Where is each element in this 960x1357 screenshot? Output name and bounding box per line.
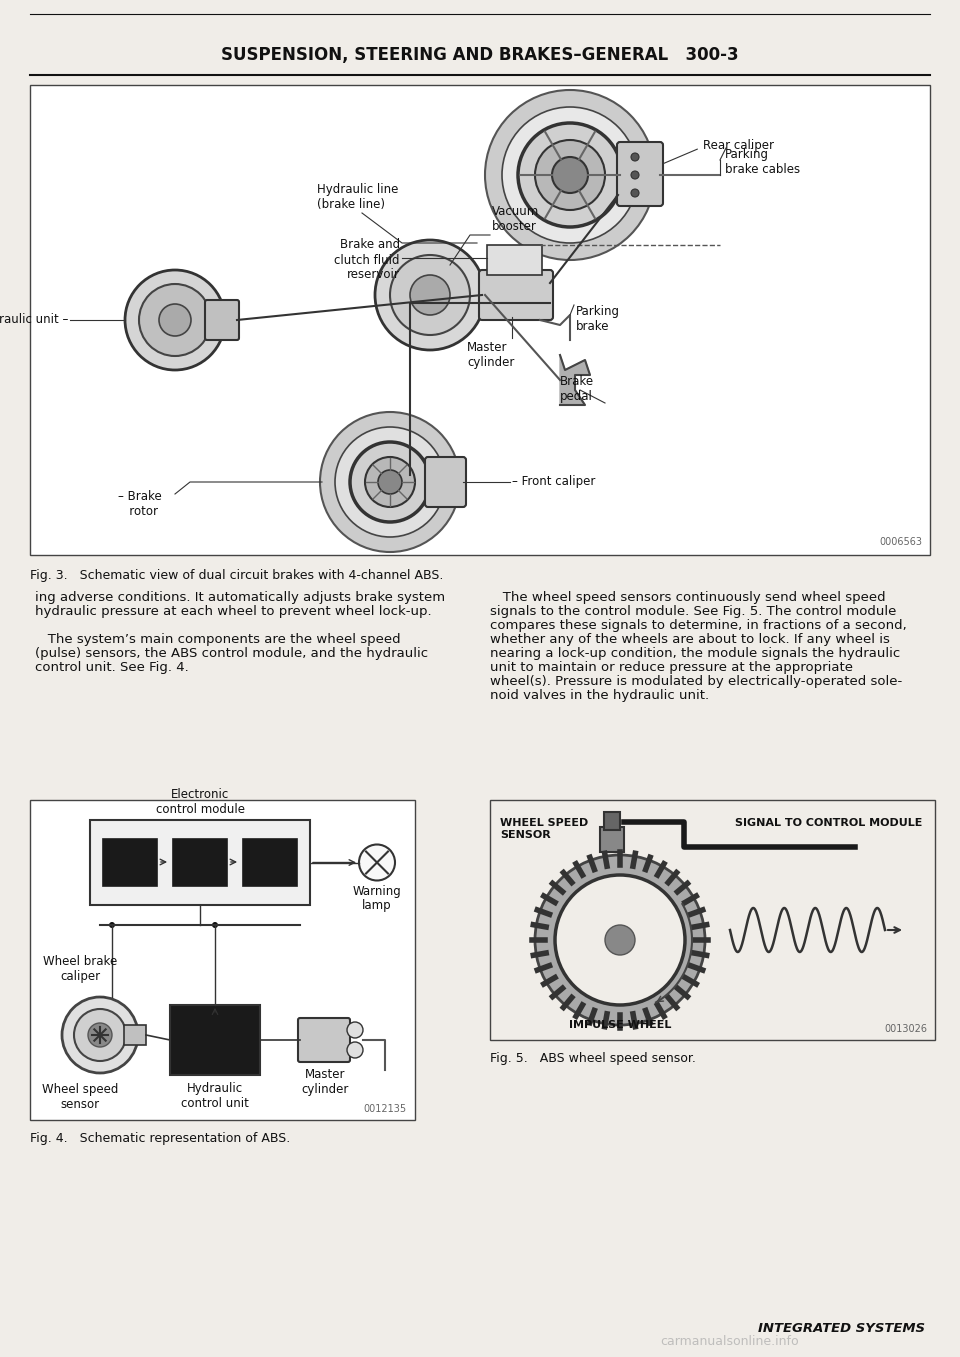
Text: Rear caliper: Rear caliper — [703, 138, 774, 152]
Text: The system’s main components are the wheel speed: The system’s main components are the whe… — [35, 632, 400, 646]
Circle shape — [335, 427, 445, 537]
Text: compares these signals to determine, in fractions of a second,: compares these signals to determine, in … — [490, 619, 907, 632]
Circle shape — [159, 304, 191, 337]
Text: Electronic
control module: Electronic control module — [156, 788, 245, 816]
Circle shape — [552, 157, 588, 193]
Bar — [490, 801, 935, 1039]
Text: Wheel brake
caliper: Wheel brake caliper — [43, 955, 117, 982]
Text: Fig. 4.   Schematic representation of ABS.: Fig. 4. Schematic representation of ABS. — [30, 1132, 290, 1145]
Text: whether any of the wheels are about to lock. If any wheel is: whether any of the wheels are about to l… — [490, 632, 890, 646]
Circle shape — [125, 270, 225, 370]
Circle shape — [631, 171, 639, 179]
Text: Hydraulic
control unit: Hydraulic control unit — [181, 1082, 249, 1110]
Circle shape — [605, 925, 635, 955]
Circle shape — [631, 189, 639, 197]
Text: (pulse) sensors, the ABS control module, and the hydraulic: (pulse) sensors, the ABS control module,… — [35, 647, 428, 660]
Text: 0013026: 0013026 — [884, 1025, 927, 1034]
Bar — [242, 839, 297, 886]
Text: 0012135: 0012135 — [364, 1105, 407, 1114]
Circle shape — [390, 255, 470, 335]
FancyBboxPatch shape — [298, 1018, 350, 1063]
Text: Brake
pedal: Brake pedal — [560, 375, 594, 403]
Text: ABS hydraulic unit –: ABS hydraulic unit – — [0, 313, 68, 327]
Bar — [30, 801, 415, 1120]
Circle shape — [88, 1023, 112, 1048]
Text: – Front caliper: – Front caliper — [512, 475, 595, 489]
Text: Brake and
clutch fluid
reservoir: Brake and clutch fluid reservoir — [334, 239, 400, 281]
Circle shape — [74, 1010, 126, 1061]
Circle shape — [139, 284, 211, 356]
Text: SUSPENSION, STEERING AND BRAKES–GENERAL   300-3: SUSPENSION, STEERING AND BRAKES–GENERAL … — [221, 46, 739, 64]
Circle shape — [555, 875, 685, 1006]
Text: SIGNAL TO CONTROL MODULE: SIGNAL TO CONTROL MODULE — [735, 818, 923, 828]
Text: 0006563: 0006563 — [879, 537, 922, 547]
Bar — [172, 839, 227, 886]
Text: Master
cylinder: Master cylinder — [467, 341, 515, 369]
Circle shape — [518, 123, 622, 227]
Text: Fig. 5.   ABS wheel speed sensor.: Fig. 5. ABS wheel speed sensor. — [490, 1052, 696, 1065]
Text: nearing a lock-up condition, the module signals the hydraulic: nearing a lock-up condition, the module … — [490, 647, 900, 660]
Circle shape — [485, 90, 655, 261]
FancyBboxPatch shape — [425, 457, 466, 508]
Circle shape — [359, 844, 395, 881]
Text: The wheel speed sensors continuously send wheel speed: The wheel speed sensors continuously sen… — [490, 592, 886, 604]
Circle shape — [410, 275, 450, 315]
Bar — [124, 1025, 146, 1045]
Circle shape — [347, 1042, 363, 1058]
Circle shape — [62, 997, 138, 1073]
Bar — [600, 826, 624, 852]
FancyBboxPatch shape — [205, 300, 239, 341]
Bar — [102, 839, 157, 886]
Circle shape — [535, 140, 605, 210]
Text: carmanualsonline.info: carmanualsonline.info — [660, 1335, 800, 1348]
Circle shape — [347, 1022, 363, 1038]
Text: signals to the control module. See Fig. 5. The control module: signals to the control module. See Fig. … — [490, 605, 897, 617]
Polygon shape — [560, 356, 590, 404]
Circle shape — [378, 470, 402, 494]
Bar — [604, 811, 620, 830]
Text: Wheel speed
sensor: Wheel speed sensor — [42, 1083, 118, 1111]
Text: noid valves in the hydraulic unit.: noid valves in the hydraulic unit. — [490, 689, 709, 702]
Circle shape — [109, 921, 115, 928]
Circle shape — [535, 855, 705, 1025]
Circle shape — [631, 153, 639, 161]
Bar — [90, 820, 310, 905]
Circle shape — [502, 107, 638, 243]
Text: unit to maintain or reduce pressure at the appropriate: unit to maintain or reduce pressure at t… — [490, 661, 853, 674]
Circle shape — [212, 921, 218, 928]
Text: Warning
lamp: Warning lamp — [352, 885, 401, 912]
Bar — [30, 85, 930, 555]
Bar — [170, 1006, 260, 1075]
FancyBboxPatch shape — [479, 270, 553, 320]
Text: ing adverse conditions. It automatically adjusts brake system: ing adverse conditions. It automatically… — [35, 592, 445, 604]
Circle shape — [365, 457, 415, 508]
Text: hydraulic pressure at each wheel to prevent wheel lock-up.: hydraulic pressure at each wheel to prev… — [35, 605, 432, 617]
Circle shape — [350, 442, 430, 522]
Text: Parking
brake cables: Parking brake cables — [725, 148, 800, 176]
Text: INTEGRATED SYSTEMS: INTEGRATED SYSTEMS — [758, 1322, 925, 1335]
Text: WHEEL SPEED
SENSOR: WHEEL SPEED SENSOR — [500, 818, 588, 840]
Text: – Brake
   rotor: – Brake rotor — [118, 490, 161, 518]
Text: Hydraulic line
(brake line): Hydraulic line (brake line) — [317, 183, 398, 210]
Text: Fig. 3.   Schematic view of dual circuit brakes with 4-channel ABS.: Fig. 3. Schematic view of dual circuit b… — [30, 569, 444, 582]
Text: control unit. See Fig. 4.: control unit. See Fig. 4. — [35, 661, 189, 674]
Text: Parking
brake: Parking brake — [576, 305, 620, 332]
Circle shape — [320, 413, 460, 552]
Circle shape — [375, 240, 485, 350]
Text: Vacuum
booster: Vacuum booster — [492, 205, 540, 233]
Bar — [487, 246, 542, 275]
Text: Master
cylinder: Master cylinder — [301, 1068, 348, 1096]
Text: IMPULSE WHEEL: IMPULSE WHEEL — [569, 1020, 671, 1030]
FancyBboxPatch shape — [617, 142, 663, 206]
Text: wheel(s). Pressure is modulated by electrically-operated sole-: wheel(s). Pressure is modulated by elect… — [490, 674, 902, 688]
